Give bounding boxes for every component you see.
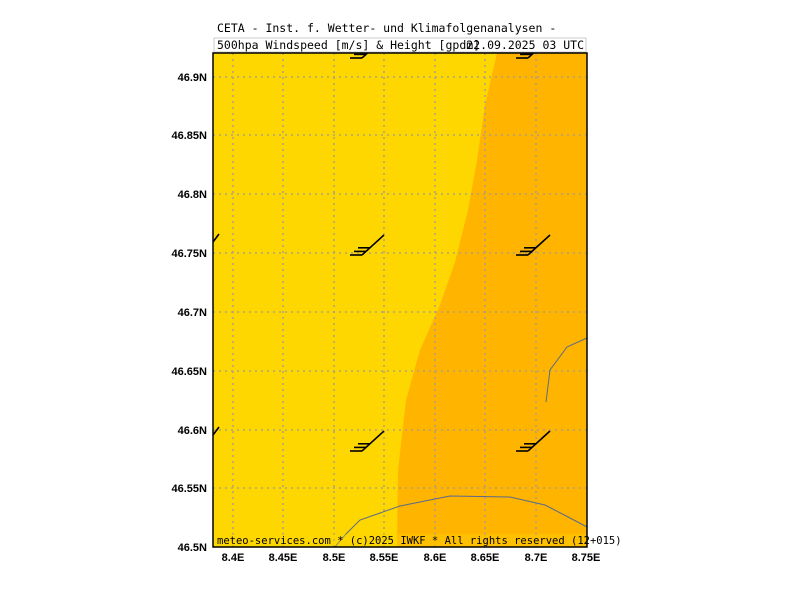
wind-barb-icon (350, 430, 385, 452)
lat-tick-label: 46.75N (172, 248, 208, 260)
lon-tick-label: 8.4E (222, 552, 245, 564)
map-title: CETA - Inst. f. Wetter- und Klimafolgena… (217, 21, 556, 35)
lon-tick-label: 8.45E (269, 552, 298, 564)
lat-tick-label: 46.8N (178, 189, 207, 201)
footer-credit: meteo-services.com * (c)2025 IWKF * All … (217, 535, 622, 547)
lon-tick-label: 8.75E (572, 552, 601, 564)
subtitle-box (213, 37, 587, 53)
map-subtitle: 500hpa Windspeed [m/s] & Height [gpdm] (217, 38, 480, 52)
border-line-east (545, 337, 587, 403)
lat-tick-label: 46.65N (172, 366, 208, 378)
lat-tick-label: 46.5N (178, 542, 207, 554)
longitude-axis: 8.4E 8.45E 8.5E 8.55E 8.6E 8.65E 8.7E 8.75E (222, 552, 601, 564)
footer-band (214, 534, 586, 546)
lat-tick-label: 46.7N (178, 307, 207, 319)
wind-barb-icon (213, 426, 220, 437)
valid-time: 22.09.2025 03 UTC (466, 38, 584, 52)
lat-tick-label: 46.85N (172, 130, 208, 142)
latitude-axis: 46.9N 46.85N 46.8N 46.75N 46.7N 46.65N 46.6N 46… (172, 72, 208, 554)
lon-tick-label: 8.65E (471, 552, 500, 564)
lat-tick-label: 46.9N (178, 72, 207, 84)
wind-barb-icon (516, 430, 551, 452)
wind-barb-icon (516, 53, 535, 59)
plot-frame (212, 52, 588, 548)
lon-tick-label: 8.5E (323, 552, 346, 564)
wind-barb-icon (213, 233, 220, 244)
lon-tick-label: 8.6E (424, 552, 447, 564)
grid-lines (213, 53, 587, 547)
border-line-south (334, 495, 587, 547)
wind-barb-icon (350, 234, 385, 256)
lon-tick-label: 8.7E (525, 552, 548, 564)
lon-tick-label: 8.55E (370, 552, 399, 564)
wind-barb-icon (516, 234, 551, 256)
wind-barbs (213, 53, 551, 452)
lat-tick-label: 46.55N (172, 483, 208, 495)
lat-tick-label: 46.6N (178, 425, 207, 437)
wind-barb-icon (350, 53, 369, 59)
wind-speed-zone-high (397, 53, 587, 547)
